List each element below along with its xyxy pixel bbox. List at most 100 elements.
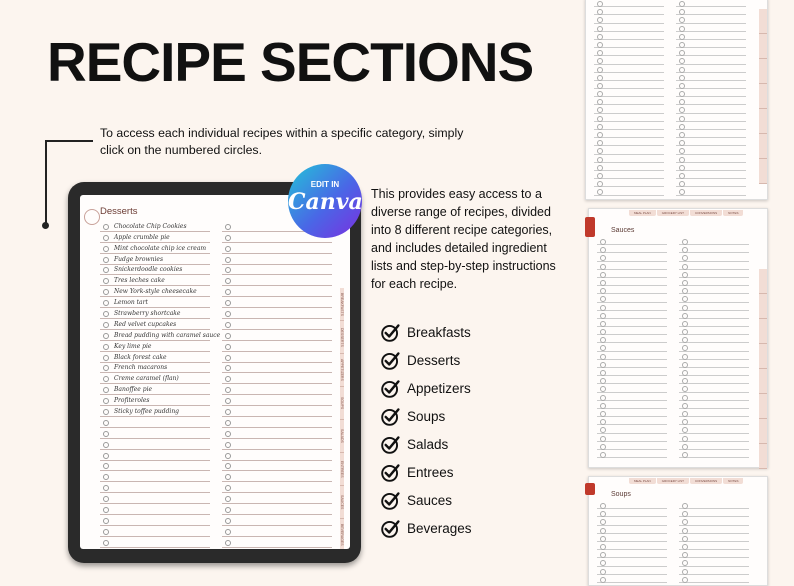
recipe-row[interactable] xyxy=(222,395,332,407)
recipe-row[interactable] xyxy=(222,537,332,548)
recipe-row[interactable] xyxy=(222,450,332,461)
number-circle-button[interactable] xyxy=(103,485,109,492)
side-tab[interactable]: DESSERTS xyxy=(340,321,344,354)
recipe-row[interactable] xyxy=(100,504,210,516)
number-circle-button[interactable] xyxy=(103,409,109,416)
number-circle-button[interactable] xyxy=(103,419,109,426)
number-circle-button[interactable] xyxy=(225,474,231,481)
recipe-row[interactable] xyxy=(222,308,332,320)
number-circle-button[interactable] xyxy=(103,463,109,470)
number-circle-button[interactable] xyxy=(225,452,231,459)
number-circle-button[interactable] xyxy=(103,343,109,350)
recipe-row[interactable] xyxy=(222,330,332,341)
side-tab[interactable]: SAUCES xyxy=(340,486,344,519)
recipe-row[interactable]: New York-style cheesecake xyxy=(100,286,210,298)
number-circle-button[interactable] xyxy=(225,441,231,448)
recipe-row[interactable] xyxy=(222,373,332,385)
number-circle-button[interactable] xyxy=(103,376,109,383)
top-tab[interactable]: CONVERSIONS xyxy=(689,478,723,484)
recipe-row[interactable]: Strawberry shortcake xyxy=(100,308,210,320)
number-circle-button[interactable] xyxy=(103,267,109,274)
recipe-row[interactable] xyxy=(222,515,332,526)
number-circle-button[interactable] xyxy=(103,441,109,448)
recipe-row[interactable] xyxy=(100,537,210,548)
number-circle-button[interactable] xyxy=(225,398,231,405)
number-circle-button[interactable] xyxy=(103,474,109,481)
number-circle-button[interactable] xyxy=(103,256,109,263)
recipe-row[interactable]: Fudge brownies xyxy=(100,254,210,265)
number-circle-button[interactable] xyxy=(103,223,109,230)
recipe-row[interactable] xyxy=(222,526,332,537)
recipe-row[interactable]: Sticky toffee pudding xyxy=(100,406,210,418)
number-circle-button[interactable] xyxy=(103,321,109,328)
side-tab[interactable]: SOUPS xyxy=(340,387,344,420)
recipe-row[interactable] xyxy=(100,482,210,494)
number-circle-button[interactable] xyxy=(103,300,109,307)
recipe-row[interactable]: Key lime pie xyxy=(100,341,210,352)
number-circle-button[interactable] xyxy=(225,517,231,524)
recipe-row[interactable] xyxy=(222,232,332,243)
recipe-row[interactable] xyxy=(222,254,332,265)
recipe-row[interactable] xyxy=(100,471,210,483)
recipe-row[interactable] xyxy=(222,439,332,450)
number-circle-button[interactable] xyxy=(225,528,231,535)
recipe-row[interactable] xyxy=(100,428,210,439)
number-circle-button[interactable] xyxy=(225,300,231,307)
recipe-row[interactable]: Tres leches cake xyxy=(100,275,210,287)
recipe-row[interactable] xyxy=(222,319,332,330)
recipe-row[interactable] xyxy=(222,406,332,418)
number-circle-button[interactable] xyxy=(225,321,231,328)
recipe-row[interactable]: Black forest cake xyxy=(100,352,210,363)
number-circle-button[interactable] xyxy=(103,245,109,252)
recipe-row[interactable] xyxy=(100,439,210,450)
recipe-row[interactable]: Apple crumble pie xyxy=(100,232,210,243)
number-circle-button[interactable] xyxy=(225,430,231,437)
recipe-row[interactable] xyxy=(222,363,332,374)
number-circle-button[interactable] xyxy=(225,376,231,383)
number-circle-button[interactable] xyxy=(225,354,231,361)
recipe-row[interactable] xyxy=(222,417,332,428)
recipe-row[interactable] xyxy=(222,384,332,396)
recipe-row[interactable] xyxy=(222,352,332,363)
top-tab[interactable]: GROCERY LIST xyxy=(656,478,689,484)
recipe-row[interactable]: Chocolate Chip Cookies xyxy=(100,221,210,232)
number-circle-button[interactable] xyxy=(225,409,231,416)
recipe-row[interactable] xyxy=(222,221,332,232)
number-circle-button[interactable] xyxy=(103,289,109,296)
number-circle-button[interactable] xyxy=(103,354,109,361)
number-circle-button[interactable] xyxy=(103,234,109,241)
number-circle-button[interactable] xyxy=(225,343,231,350)
number-circle-button[interactable] xyxy=(103,496,109,503)
number-circle-button[interactable] xyxy=(103,278,109,285)
number-circle-button[interactable] xyxy=(103,517,109,524)
recipe-row[interactable]: Creme caramel (flan) xyxy=(100,373,210,385)
recipe-row[interactable] xyxy=(100,461,210,472)
number-circle-button[interactable] xyxy=(103,365,109,372)
number-circle-button[interactable] xyxy=(225,234,231,241)
number-circle-button[interactable] xyxy=(225,256,231,263)
side-tab[interactable]: BEVERAGES xyxy=(340,519,344,549)
recipe-row[interactable] xyxy=(100,417,210,428)
recipe-row[interactable]: Lemon tart xyxy=(100,297,210,309)
recipe-row[interactable] xyxy=(222,482,332,494)
recipe-row[interactable] xyxy=(222,297,332,309)
number-circle-button[interactable] xyxy=(225,365,231,372)
number-circle-button[interactable] xyxy=(103,507,109,514)
top-tab[interactable]: MEAL PLAN xyxy=(629,478,656,484)
number-circle-button[interactable] xyxy=(103,452,109,459)
number-circle-button[interactable] xyxy=(225,223,231,230)
recipe-row[interactable]: Profiteroles xyxy=(100,395,210,407)
recipe-row[interactable] xyxy=(100,515,210,526)
side-tab[interactable]: SALADS xyxy=(340,420,344,453)
number-circle-button[interactable] xyxy=(225,311,231,318)
top-tab[interactable]: GROCERY LIST xyxy=(656,210,689,216)
recipe-row[interactable]: Red velvet cupcakes xyxy=(100,319,210,330)
side-tab[interactable]: APPETIZERS xyxy=(340,354,344,387)
number-circle-button[interactable] xyxy=(225,332,231,339)
recipe-row[interactable]: Snickerdoodle cookies xyxy=(100,265,210,276)
recipe-row[interactable] xyxy=(100,450,210,461)
number-circle-button[interactable] xyxy=(103,528,109,535)
recipe-row[interactable] xyxy=(222,341,332,352)
number-circle-button[interactable] xyxy=(103,430,109,437)
side-tab[interactable]: BREAKFASTS xyxy=(340,288,344,321)
